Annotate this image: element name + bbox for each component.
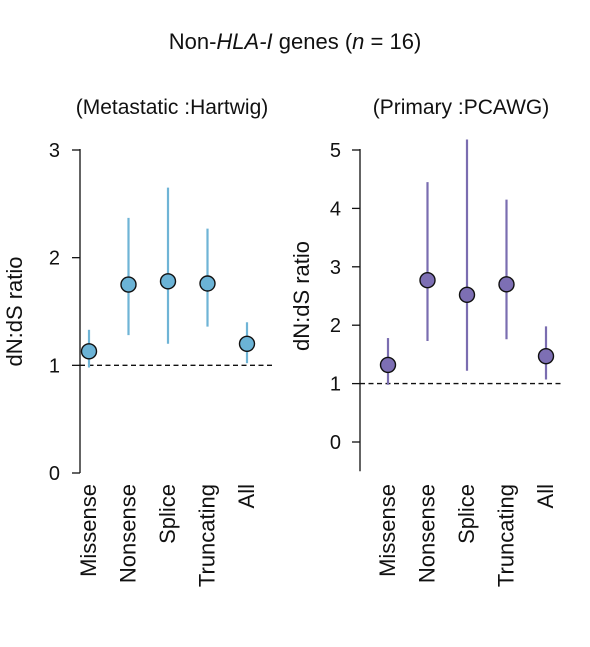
data-point [419, 272, 436, 289]
y-axis-title: dN:dS ratio [2, 256, 27, 366]
chart-panel-2: (Primary :PCAWG) 0 1 2 3 4 5 dN:dS ratio Missens… [289, 96, 562, 587]
x-category-label: Truncating [494, 484, 519, 587]
x-category-label: Nonsense [415, 484, 440, 583]
y-tick-label: 3 [49, 140, 60, 162]
chart-subtitle: (Primary :PCAWG) [373, 96, 550, 119]
y-tick-label: 3 [330, 257, 341, 279]
chart-subtitle: (Metastatic :Hartwig) [76, 96, 269, 119]
title-gene-italic: HLA-I [216, 29, 273, 54]
y-axis-title: dN:dS ratio [289, 241, 314, 351]
y-tick-label: 5 [330, 140, 341, 162]
chart-panel-1: (Metastatic :Hartwig) 0 1 2 3 dN:dS ratio Miss… [2, 96, 275, 587]
x-category-label: Nonsense [116, 484, 141, 583]
title-text-2: genes ( [272, 29, 353, 54]
y-tick-label: 2 [330, 315, 341, 337]
x-category-label: Splice [155, 484, 180, 544]
x-category-label: Truncating [195, 484, 220, 587]
x-category-label: Missense [76, 484, 101, 577]
y-tick-label: 2 [49, 248, 60, 270]
data-point [199, 275, 216, 292]
data-point [458, 286, 476, 304]
y-tick-label: 0 [330, 432, 341, 454]
x-category-label: Splice [454, 484, 479, 544]
y-tick-label: 4 [330, 198, 341, 220]
figure-title: Non-HLA-I genes (n = 16) [0, 28, 590, 56]
data-point [537, 347, 555, 365]
x-category-label: All [234, 484, 259, 508]
data-point [80, 343, 98, 360]
data-point [379, 356, 397, 374]
data-point [159, 273, 177, 290]
title-n-italic: n [352, 29, 365, 54]
title-text-1: Non- [168, 29, 217, 54]
data-point [238, 335, 256, 352]
y-tick-label: 1 [49, 355, 60, 377]
x-category-label: All [533, 484, 558, 508]
y-tick-label: 0 [49, 463, 60, 485]
data-point [120, 276, 137, 293]
x-category-label: Missense [375, 484, 400, 577]
data-point [498, 276, 515, 293]
y-tick-label: 1 [330, 374, 341, 396]
title-text-3: = 16) [364, 29, 422, 54]
